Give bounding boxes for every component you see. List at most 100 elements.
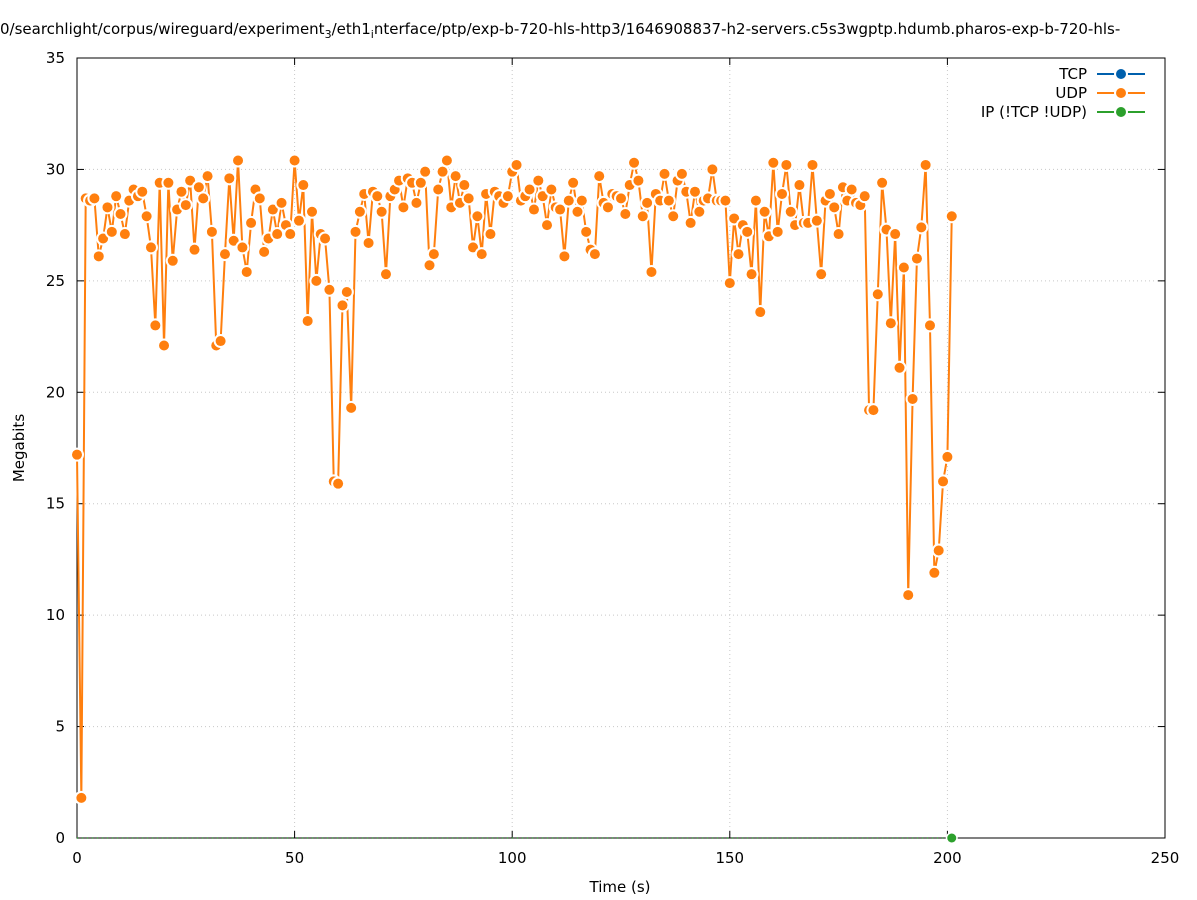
udp-point — [689, 186, 700, 197]
ip-point — [947, 833, 957, 843]
udp-point — [337, 300, 348, 311]
udp-point — [267, 204, 278, 215]
udp-point — [781, 159, 792, 170]
udp-point — [794, 180, 805, 191]
udp-point — [916, 222, 927, 233]
udp-point — [572, 206, 583, 217]
udp-point — [411, 197, 422, 208]
y-tick-label: 5 — [55, 718, 65, 736]
udp-point — [811, 215, 822, 226]
title-subscript-2: i — [371, 28, 374, 41]
udp-point — [185, 175, 196, 186]
y-tick-label: 25 — [46, 272, 65, 290]
udp-point — [777, 188, 788, 199]
udp-point — [929, 567, 940, 578]
udp-point — [276, 197, 287, 208]
udp-point — [707, 164, 718, 175]
udp-point — [485, 229, 496, 240]
udp-point — [872, 289, 883, 300]
x-tick-label: 200 — [933, 849, 962, 867]
udp-point — [102, 202, 113, 213]
y-tick-label: 35 — [46, 49, 65, 67]
udp-point — [720, 195, 731, 206]
chart-title: 0/searchlight/corpus/wireguard/experimen… — [0, 20, 1120, 41]
udp-point — [180, 200, 191, 211]
udp-point — [868, 405, 879, 416]
udp-point — [676, 168, 687, 179]
udp-point — [924, 320, 935, 331]
legend-point — [1116, 107, 1126, 117]
udp-point — [302, 315, 313, 326]
udp-point — [206, 226, 217, 237]
udp-point — [298, 180, 309, 191]
udp-point — [198, 193, 209, 204]
udp-point — [537, 191, 548, 202]
udp-point — [159, 340, 170, 351]
udp-point — [472, 211, 483, 222]
udp-point — [555, 204, 566, 215]
udp-point — [502, 191, 513, 202]
udp-point — [437, 166, 448, 177]
udp-point — [141, 211, 152, 222]
x-axis-label: Time (s) — [589, 878, 651, 896]
udp-point — [450, 171, 461, 182]
udp-point — [89, 193, 100, 204]
udp-point — [363, 237, 374, 248]
y-tick-label: 15 — [46, 495, 65, 513]
udp-point — [215, 336, 226, 347]
udp-point — [354, 206, 365, 217]
udp-point — [911, 253, 922, 264]
legend-label: IP (!TCP !UDP) — [981, 103, 1087, 121]
x-tick-label: 0 — [72, 849, 82, 867]
udp-point — [946, 211, 957, 222]
udp-point — [72, 449, 82, 460]
udp-point — [441, 155, 452, 166]
udp-point — [150, 320, 161, 331]
udp-point — [137, 186, 148, 197]
udp-point — [259, 246, 270, 257]
udp-point — [733, 249, 744, 260]
udp-point — [903, 590, 914, 601]
udp-point — [119, 229, 130, 240]
udp-point — [616, 193, 626, 204]
x-tick-label: 150 — [715, 849, 744, 867]
udp-point — [907, 393, 918, 404]
udp-point — [568, 177, 579, 188]
udp-point — [468, 242, 479, 253]
udp-point — [272, 229, 283, 240]
udp-point — [646, 266, 657, 277]
udp-point — [145, 242, 156, 253]
udp-point — [380, 269, 391, 280]
udp-point — [768, 157, 779, 168]
udp-point — [637, 211, 648, 222]
title-part-3: nterface/ptp/exp-b-720-hls-http3/1646908… — [374, 20, 1120, 38]
udp-point — [528, 204, 539, 215]
grid — [77, 58, 1165, 838]
series-ip — [77, 832, 958, 844]
udp-point — [163, 177, 174, 188]
udp-point — [816, 269, 827, 280]
udp-point — [324, 284, 335, 295]
udp-point — [785, 206, 796, 217]
udp-point — [633, 175, 644, 186]
udp-point — [729, 213, 740, 224]
udp-point — [285, 229, 296, 240]
udp-point — [98, 233, 109, 244]
udp-point — [750, 195, 761, 206]
udp-point — [420, 166, 431, 177]
udp-point — [350, 226, 361, 237]
udp-point — [433, 184, 444, 195]
udp-point — [890, 229, 901, 240]
udp-point — [629, 157, 640, 168]
udp-point — [307, 206, 318, 217]
udp-point — [942, 451, 953, 462]
udp-point — [933, 545, 944, 556]
udp-point — [542, 220, 553, 231]
udp-point — [546, 184, 557, 195]
udp-point — [459, 180, 470, 191]
udp-point — [476, 249, 487, 260]
legend-label: UDP — [1055, 84, 1087, 102]
udp-point — [372, 191, 383, 202]
